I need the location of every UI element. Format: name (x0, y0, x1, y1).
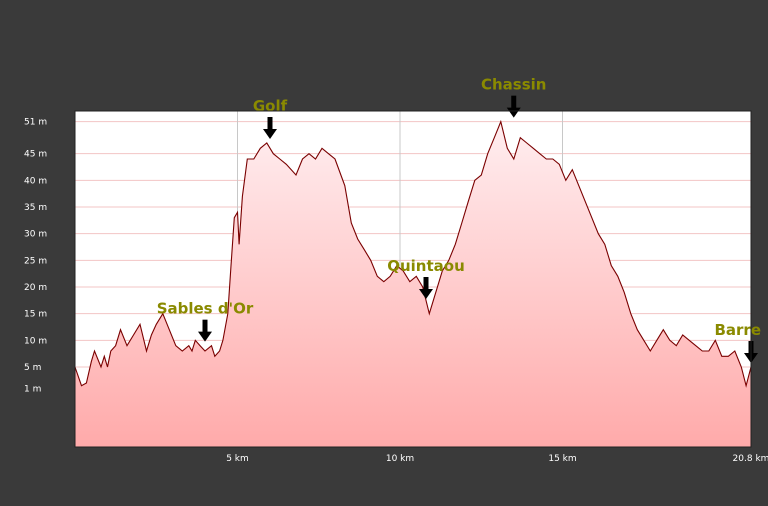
arrow-shaft (267, 117, 273, 131)
elevation-profile-line (74, 119, 752, 388)
arrow-shaft (423, 277, 429, 291)
annotation-label: Golf (253, 97, 288, 115)
annotation-marker: Quintaou (387, 257, 465, 299)
x-tick-label: 15 km (548, 454, 576, 464)
annotation-marker: Sables d'Or (157, 300, 254, 342)
plot-frame (74, 110, 752, 448)
arrow-shaft (511, 95, 517, 110)
elevation-area-fill (75, 121, 751, 447)
annotation-label: Quintaou (387, 257, 465, 275)
y-tick-label: 25 m (24, 256, 47, 266)
arrow-head (506, 107, 521, 118)
x-tick-label: 10 km (386, 454, 414, 464)
arrow-head (263, 129, 277, 139)
y-tick-label: 40 m (24, 176, 47, 186)
y-tick-label: 51 m (24, 118, 47, 128)
arrow-shaft (202, 319, 208, 334)
arrow-head (198, 331, 212, 342)
y-tick-label: 30 m (24, 230, 47, 240)
y-tick-label: 1 m (24, 384, 41, 394)
annotation-label: Chassin (481, 76, 547, 94)
annotation-label: Barre (714, 321, 761, 339)
y-tick-label: 15 m (24, 310, 47, 320)
y-axis-tick-labels: 1 m 5 m 10 m 15 m 20 m 25 m 30 m 35 m 40 m 45 m 51… (24, 118, 47, 395)
y-tick-label: 5 m (24, 363, 41, 373)
y-tick-label: 10 m (24, 336, 47, 346)
arrow-head (419, 289, 433, 299)
annotation-marker: Chassin (481, 76, 547, 118)
x-tick-label: 5 km (226, 454, 249, 464)
x-axis-tick-labels: 5 km 10 km 15 km 20.8 km (226, 454, 768, 464)
y-tick-label: 20 m (24, 283, 47, 293)
y-tick-label: 35 m (24, 203, 47, 213)
annotation-label: Sables d'Or (157, 300, 254, 318)
x-tick-label: 20.8 km (733, 454, 768, 464)
y-tick-label: 45 m (24, 150, 47, 160)
